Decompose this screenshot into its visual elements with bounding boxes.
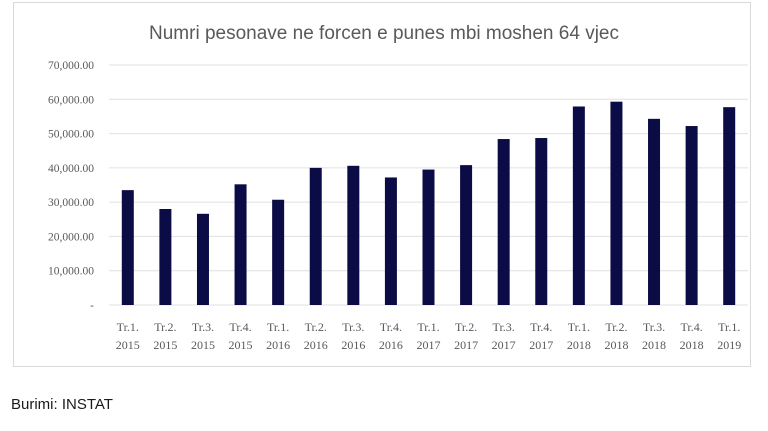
- x-tick-label: Tr.4. 2015: [229, 320, 253, 352]
- bar: [384, 177, 397, 305]
- y-tick-label: 60,000.00: [48, 94, 94, 106]
- bar: [309, 167, 322, 305]
- x-tick-label: Tr.1. 2015: [116, 320, 140, 352]
- bar: [422, 169, 435, 305]
- x-tick-label: Tr.4. 2017: [529, 320, 553, 352]
- chart-frame: Numri pesonave ne forcen e punes mbi mos…: [13, 2, 751, 367]
- bar-chart: Numri pesonave ne forcen e punes mbi mos…: [48, 23, 748, 352]
- y-tick-label: -: [90, 300, 94, 312]
- x-tick-label: Tr.2. 2016: [304, 320, 328, 352]
- bar: [347, 165, 360, 305]
- x-tick-label: Tr.3. 2015: [191, 320, 215, 352]
- bar: [610, 101, 623, 305]
- bar: [196, 213, 209, 305]
- bar: [159, 209, 172, 305]
- y-tick-label: 20,000.00: [48, 231, 94, 243]
- chart-title: Numri pesonave ne forcen e punes mbi mos…: [149, 23, 619, 44]
- x-tick-label: Tr.2. 2015: [153, 320, 177, 352]
- y-tick-label: 70,000.00: [48, 60, 94, 72]
- bar: [535, 138, 548, 305]
- x-tick-label: Tr.2. 2018: [604, 320, 628, 352]
- x-tick-label: Tr.1. 2016: [266, 320, 290, 352]
- bar: [272, 199, 285, 305]
- x-tick-label: Tr.3. 2018: [642, 320, 666, 352]
- y-tick-label: 40,000.00: [48, 163, 94, 175]
- y-tick-label: 10,000.00: [48, 266, 94, 278]
- x-tick-label: Tr.4. 2018: [680, 320, 704, 352]
- bar: [648, 118, 661, 305]
- bar: [460, 165, 473, 305]
- x-tick-label: Tr.3. 2016: [341, 320, 365, 352]
- x-tick-label: Tr.1. 2019: [717, 320, 741, 352]
- y-tick-label: 30,000.00: [48, 197, 94, 209]
- x-tick-label: Tr.1. 2018: [567, 320, 591, 352]
- x-tick-label: Tr.2. 2017: [454, 320, 478, 352]
- x-tick-label: Tr.1. 2017: [417, 320, 441, 352]
- x-tick-label: Tr.3. 2017: [492, 320, 516, 352]
- y-tick-label: 50,000.00: [48, 129, 94, 141]
- bar: [685, 126, 698, 306]
- bar: [723, 107, 736, 306]
- x-tick-label: Tr.4. 2016: [379, 320, 403, 352]
- bar: [572, 106, 585, 305]
- bars: [121, 101, 736, 306]
- y-axis-ticks: - 10,000.00 20,000.00 30,000.00 40,000.00 50,…: [48, 60, 94, 312]
- bar: [497, 139, 510, 305]
- source-note: Burimi: INSTAT: [11, 396, 113, 413]
- bar: [121, 190, 134, 305]
- x-axis-ticks: Tr.1. 2015 Tr.2. 2015 Tr.3. 2015 Tr.4. 2015 Tr.1…: [116, 320, 741, 352]
- bar: [234, 184, 247, 305]
